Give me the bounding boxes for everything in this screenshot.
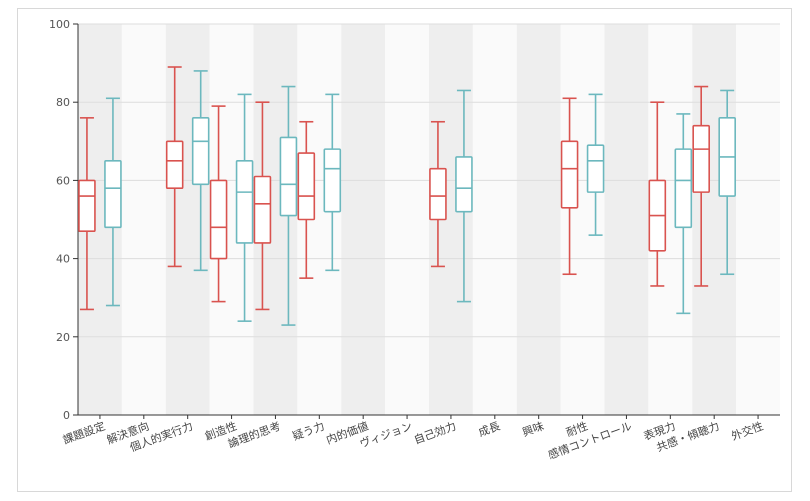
box-plot-item <box>560 97 579 276</box>
box-plot-item <box>191 70 210 272</box>
iqr-box <box>191 117 210 186</box>
box-plot-item <box>692 85 710 287</box>
box-series <box>78 66 736 326</box>
x-tick-label: 自己効力 <box>412 419 458 447</box>
category-band <box>385 24 429 415</box>
y-tick-label: 100 <box>49 18 70 31</box>
iqr-box <box>297 152 316 221</box>
box-plot-item <box>648 101 667 287</box>
box-plot-item <box>586 93 605 236</box>
x-tick-label: 興味 <box>521 420 546 440</box>
iqr-box <box>560 140 579 209</box>
category-band <box>341 24 386 415</box>
iqr-box <box>165 140 184 190</box>
box-plot-item <box>209 105 228 303</box>
iqr-box <box>323 148 342 213</box>
axes <box>77 24 780 416</box>
iqr-box <box>586 144 605 193</box>
box-plot-item <box>253 101 272 311</box>
iqr-box <box>253 175 272 244</box>
box-plot-item <box>323 93 342 272</box>
box-plot-item <box>297 120 316 279</box>
iqr-box <box>455 156 473 213</box>
y-tick-label: 0 <box>63 409 70 422</box>
y-tick-label: 40 <box>56 253 70 266</box>
x-tick-label: 疑う力 <box>291 420 326 444</box>
y-tick-label: 80 <box>56 96 70 109</box>
category-band <box>736 24 780 415</box>
iqr-box <box>78 179 96 233</box>
iqr-box <box>104 160 122 229</box>
box-plot-item <box>78 117 96 311</box>
box-plot-item <box>429 120 447 268</box>
category-band <box>165 24 210 415</box>
y-tick-label: 60 <box>56 174 70 187</box>
iqr-box <box>692 124 710 193</box>
box-plot-item <box>104 97 122 307</box>
iqr-box <box>429 167 447 221</box>
y-tick-label: 20 <box>56 331 70 344</box>
chart-frame: 0 20 40 60 80 100 課題設定 解決意向 個人的実行力 創造性 論理的思考 疑う力 内的… <box>17 8 792 492</box>
category-band <box>604 24 649 415</box>
y-tick-labels: 0 20 40 60 80 100 <box>49 18 70 422</box>
category-band <box>692 24 737 415</box>
box-plot-item <box>455 89 473 303</box>
category-band <box>121 24 166 415</box>
category-band <box>516 24 561 415</box>
iqr-box <box>209 179 228 260</box>
box-plot-item <box>279 85 298 326</box>
box-plot-item <box>235 93 254 322</box>
box-plot-item <box>674 113 693 315</box>
iqr-box <box>674 148 693 229</box>
category-band <box>472 24 517 415</box>
x-tick-label: 成長 <box>477 420 502 440</box>
category-band <box>560 24 605 415</box>
box-plot-item <box>165 66 184 268</box>
box-plot-item <box>718 89 736 276</box>
x-tick-label: 課題設定 <box>61 419 107 447</box>
iqr-box <box>235 160 254 244</box>
x-tick-label: 外交性 <box>729 419 765 443</box>
x-tick-label: 感情コントロール <box>546 420 633 462</box>
iqr-box <box>279 136 298 217</box>
